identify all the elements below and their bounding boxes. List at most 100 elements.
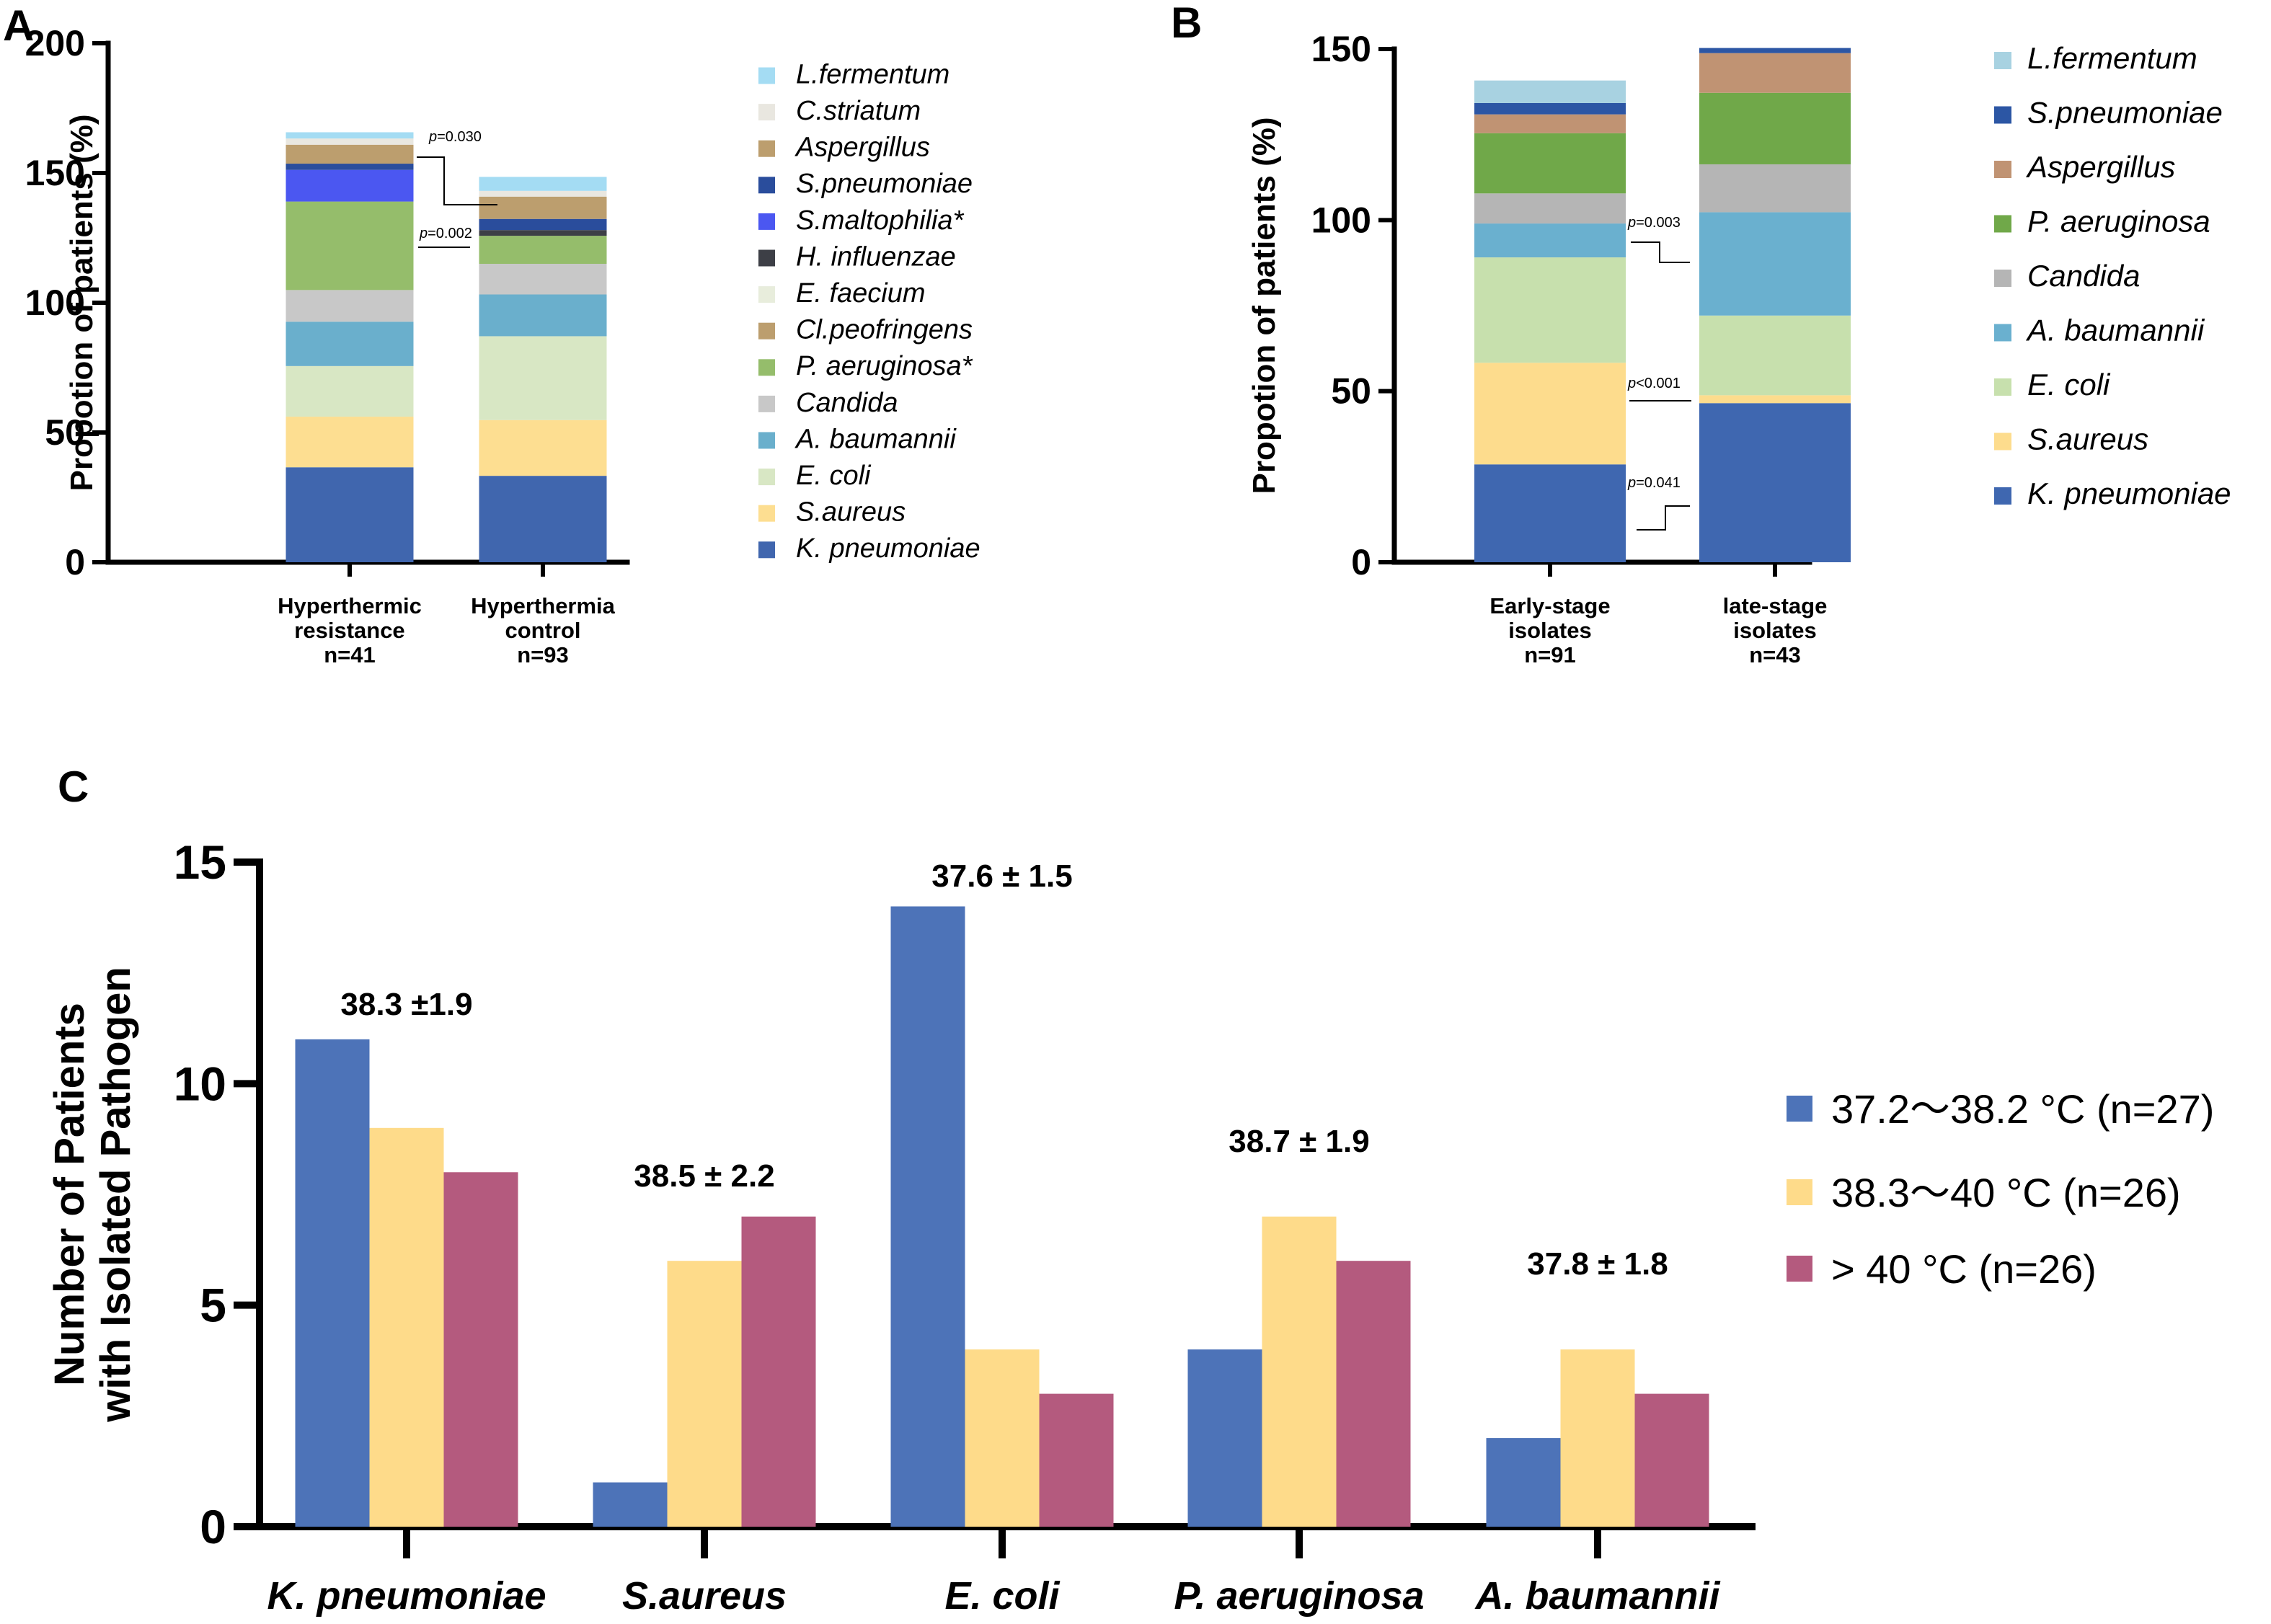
bar-segment-e-coli (479, 336, 607, 420)
bar-segment-c-striatum (479, 190, 607, 197)
legend-swatch-l-fermentum (1994, 52, 2011, 69)
mean-temperature-label: 37.8 ± 1.8 (1527, 1246, 1668, 1282)
bar-segment-p-aeruginosa (479, 236, 607, 264)
bar-segment-a-baumannii (1699, 212, 1851, 316)
legend-label-a-baumannii: A. baumannii (794, 424, 957, 454)
category-label: resistance (294, 618, 404, 643)
bar-segment-aspergillus (285, 144, 414, 164)
bar-segment-candida (285, 290, 414, 322)
bar-segment-s-pneumoniae (1474, 102, 1626, 115)
bar-segment-p-aeruginosa (285, 201, 414, 290)
category-label: n=93 (517, 642, 569, 667)
legend-label-k-pneumoniae: K. pneumoniae (796, 533, 980, 564)
legend-swatch-k-pneumoniae (1994, 487, 2011, 505)
legend-label-40-c-n-26: > 40 °C (n=26) (1831, 1246, 2097, 1292)
p-value-bracket (1637, 505, 1690, 531)
bar-e-coli-37-2-38-2-0 (890, 906, 965, 1527)
legend-swatch-l-fermentum (758, 67, 775, 84)
legend-label-p-aeruginosa: P. aeruginosa (2027, 204, 2210, 238)
y-tick-label: 50 (45, 412, 85, 453)
mean-temperature-label: 38.7 ± 1.9 (1229, 1124, 1369, 1159)
y-tick-label: 0 (200, 1500, 226, 1553)
bar-segment-candida (1474, 193, 1626, 224)
y-tick-label: 150 (1311, 29, 1371, 69)
legend-swatch-40-c-n-26 (1787, 1256, 1812, 1282)
legend-swatch-e-faecium (758, 286, 775, 303)
bar-p-aeruginosa-38-3-40-1 (1262, 1216, 1337, 1527)
legend-swatch-s-maltophilia (758, 213, 775, 230)
y-tick-label: 0 (1351, 542, 1371, 582)
bar-segment-p-aeruginosa (1474, 133, 1626, 194)
legend-label-s-maltophilia: S.maltophilia* (796, 205, 965, 236)
bar-segment-l-fermentum (1474, 80, 1626, 103)
bar-p-aeruginosa-2 (1336, 1261, 1411, 1527)
bar-segment-s-aureus (1699, 395, 1851, 404)
y-tick-label: 10 (174, 1057, 226, 1110)
y-tick-label: 50 (1331, 371, 1371, 412)
bar-segment-aspergillus (1474, 114, 1626, 133)
bar-segment-s-aureus (479, 420, 607, 476)
bar-segment-h-influenzae (479, 230, 607, 236)
y-axis-label: Propotion of patients (%) (1247, 117, 1282, 494)
bar-segment-s-maltophilia (285, 169, 414, 202)
legend-label-candida: Candida (796, 388, 898, 418)
p-value-bracket (417, 156, 497, 205)
category-label: n=43 (1749, 642, 1801, 667)
y-tick-label: 15 (174, 835, 226, 889)
bar-s-aureus-37-2-38-2-0 (593, 1482, 668, 1527)
bar-segment-aspergillus (479, 196, 607, 219)
legend-label-38-3-40-c-n-26: 38.3～40 °C (n=26) (1831, 1170, 2181, 1215)
legend-swatch-aspergillus (1994, 161, 2011, 178)
category-label: isolates (1733, 618, 1816, 643)
bar-segment-e-coli (1474, 257, 1626, 363)
y-tick-label: 0 (65, 542, 85, 582)
category-label: control (505, 618, 580, 643)
category-label: isolates (1508, 618, 1591, 643)
legend-label-37-2-38-2-c-n-27: 37.2～38.2 °C (n=27) (1831, 1086, 2214, 1132)
bar-a-baumannii-37-2-38-2-0 (1486, 1438, 1561, 1527)
legend-swatch-candida (1994, 270, 2011, 287)
legend-label-e-coli: E. coli (2027, 368, 2111, 401)
legend-swatch-candida (758, 395, 775, 412)
bar-segment-s-aureus (285, 417, 414, 468)
legend-label-aspergillus: Aspergillus (794, 133, 930, 163)
p-value-annotation: p=0.030 (428, 129, 482, 145)
bar-segment-candida (479, 264, 607, 295)
y-tick-label: 100 (1311, 200, 1371, 240)
legend-swatch-s-pneumoniae (1994, 106, 2011, 124)
category-label: n=41 (324, 642, 376, 667)
panel-label-b: B (1171, 0, 1202, 47)
legend-label-l-fermentum: L.fermentum (2027, 41, 2197, 75)
bar-segment-p-aeruginosa (1699, 92, 1851, 164)
y-tick-label: 150 (25, 153, 85, 193)
bar-a-baumannii-38-3-40-1 (1560, 1349, 1635, 1527)
p-value-annotation: p<0.001 (1627, 376, 1681, 391)
bar-k-pneumoniae-38-3-40-1 (369, 1127, 444, 1527)
legend-label-a-baumannii: A. baumannii (2025, 313, 2205, 347)
bar-segment-k-pneumoniae (1699, 403, 1851, 562)
bar-segment-e-coli (1699, 315, 1851, 396)
legend-swatch-c-striatum (758, 104, 775, 121)
legend-label-l-fermentum: L.fermentum (796, 59, 949, 89)
legend-swatch-aspergillus (758, 140, 775, 157)
category-label: Hyperthermia (471, 593, 616, 618)
panel-label-a: A (3, 1, 34, 50)
bar-segment-k-pneumoniae (1474, 464, 1626, 562)
bar-segment-s-pneumoniae (285, 164, 414, 170)
bar-segment-a-baumannii (479, 294, 607, 337)
legend-label-c-striatum: C.striatum (796, 96, 921, 126)
y-tick-label: 100 (25, 283, 85, 323)
bar-segment-s-aureus (1474, 363, 1626, 465)
legend-swatch-cl-peofringens (758, 322, 775, 340)
category-label: E. coli (944, 1574, 1060, 1618)
mean-temperature-label: 37.6 ± 1.5 (931, 858, 1072, 894)
category-label: A. baumannii (1474, 1574, 1720, 1618)
legend-swatch-37-2-38-2-c-n-27 (1787, 1096, 1812, 1122)
category-label: S.aureus (622, 1574, 787, 1618)
bar-segment-candida (1699, 164, 1851, 213)
category-label: n=91 (1524, 642, 1576, 667)
legend-label-s-pneumoniae: S.pneumoniae (796, 169, 973, 199)
bar-segment-l-fermentum (479, 177, 607, 191)
bar-e-coli-38-3-40-1 (965, 1349, 1040, 1527)
legend-label-aspergillus: Aspergillus (2025, 150, 2175, 184)
